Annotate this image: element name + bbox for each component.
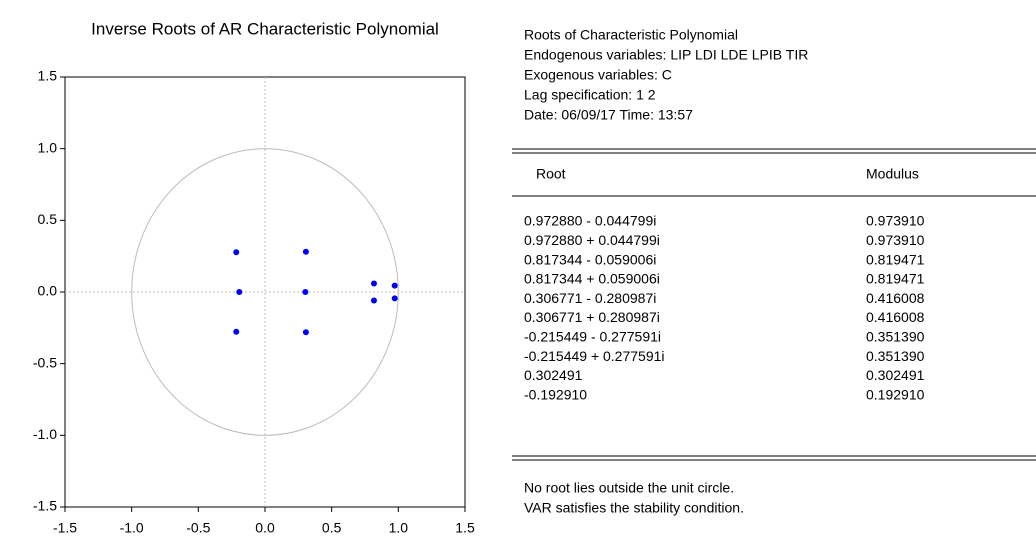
x-tick-label: 0.0 xyxy=(255,520,275,536)
cell: 0.416008 xyxy=(866,290,925,306)
cell: 0.351390 xyxy=(866,348,925,364)
point xyxy=(302,248,309,255)
header-line: Exogenous variables: C xyxy=(524,67,672,83)
cell: 0.819471 xyxy=(866,251,925,267)
y-tick-label: 1.5 xyxy=(38,68,58,84)
cell: 0.302491 xyxy=(866,367,925,383)
x-tick-label: -1.5 xyxy=(53,520,77,536)
cell: -0.215449 - 0.277591i xyxy=(524,329,661,345)
header-line: Date: 06/09/17 Time: 13:57 xyxy=(524,107,693,123)
x-tick-label: -0.5 xyxy=(186,520,210,536)
x-tick-label: -1.0 xyxy=(120,520,144,536)
cell: 0.817344 - 0.059006i xyxy=(524,251,656,267)
footer-line: No root lies outside the unit circle. xyxy=(524,480,734,496)
point xyxy=(391,295,398,302)
cell: 0.302491 xyxy=(524,367,583,383)
y-tick-label: -0.5 xyxy=(33,354,57,370)
point xyxy=(233,249,240,256)
chart-title: Inverse Roots of AR Characteristic Polyn… xyxy=(91,19,439,38)
cell: 0.306771 + 0.280987i xyxy=(524,309,660,325)
cell: 0.819471 xyxy=(866,271,925,287)
x-tick-label: 0.5 xyxy=(322,520,342,536)
cell: 0.192910 xyxy=(866,386,925,402)
cell: 0.416008 xyxy=(866,309,925,325)
cell: 0.817344 + 0.059006i xyxy=(524,271,660,287)
point xyxy=(370,280,377,287)
unit-circle xyxy=(131,148,399,436)
header-line: Lag specification: 1 2 xyxy=(524,87,656,103)
cell: -0.192910 xyxy=(524,386,587,402)
table xyxy=(512,148,1036,461)
cell: 0.973910 xyxy=(866,232,925,248)
header-line: Endogenous variables: LIP LDI LDE LPIB T… xyxy=(524,47,808,63)
header-line: Roots of Characteristic Polynomial xyxy=(524,27,738,43)
y-tick-label: -1.5 xyxy=(33,498,57,514)
cell: 0.972880 - 0.044799i xyxy=(524,213,656,229)
cell: 0.972880 + 0.044799i xyxy=(524,232,660,248)
point xyxy=(302,289,309,295)
cell: -0.215449 + 0.277591i xyxy=(524,348,665,364)
point xyxy=(302,329,309,336)
y-tick-label: -1.0 xyxy=(33,426,57,442)
footer-line: VAR satisfies the stability condition. xyxy=(524,500,744,516)
y-tick-label: 0.0 xyxy=(38,283,58,299)
y-tick-label: 1.0 xyxy=(38,139,58,155)
x-tick-label: 1.5 xyxy=(455,520,475,536)
y-tick-label: 0.5 xyxy=(38,211,58,227)
x-tick-label: 1.0 xyxy=(389,520,409,536)
point xyxy=(233,328,240,335)
cell: 0.973910 xyxy=(866,213,925,229)
column-header: Modulus xyxy=(866,166,919,182)
point xyxy=(391,282,398,289)
point xyxy=(236,289,243,295)
point xyxy=(370,297,377,304)
cell: 0.306771 - 0.280987i xyxy=(524,290,656,306)
column-header: Root xyxy=(536,166,566,182)
cell: 0.351390 xyxy=(866,329,925,345)
